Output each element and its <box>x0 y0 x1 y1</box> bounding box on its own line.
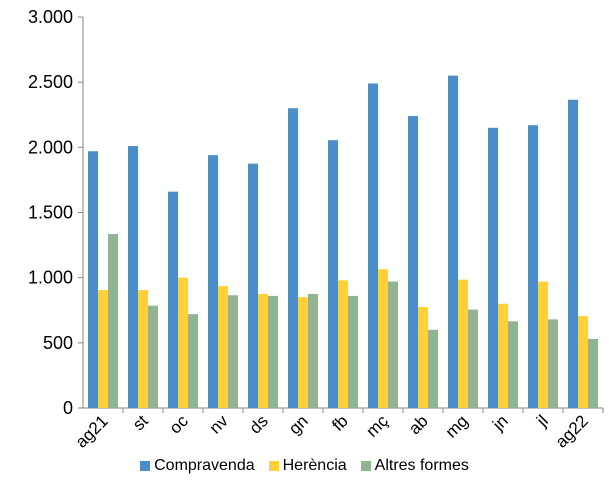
x-tick-label: gn <box>285 411 312 438</box>
x-tick-label: ag22 <box>552 411 592 451</box>
legend-label: Altres formes <box>374 457 469 474</box>
bar-altres-formes <box>148 305 158 408</box>
legend-swatch <box>360 461 371 471</box>
bar-her-ncia <box>378 269 388 408</box>
x-tick-label: oc <box>166 411 192 437</box>
x-tick-label: mg <box>442 411 472 441</box>
bar-altres-formes <box>228 295 238 408</box>
bar-altres-formes <box>108 234 118 408</box>
x-tick-label: ag21 <box>72 411 112 451</box>
legend-swatch <box>268 461 279 471</box>
bar-compravenda <box>408 116 418 408</box>
bar-compravenda <box>368 83 378 408</box>
x-tick-label: st <box>129 411 152 434</box>
x-tick-label: jl <box>532 411 551 430</box>
bar-altres-formes <box>348 295 358 408</box>
bar-compravenda <box>128 146 138 408</box>
bar-her-ncia <box>458 279 468 408</box>
bar-her-ncia <box>138 290 148 408</box>
bar-her-ncia <box>538 281 548 408</box>
legend-item: Altres formes <box>360 457 469 475</box>
bar-altres-formes <box>468 309 478 408</box>
bar-compravenda <box>328 140 338 409</box>
bar-compravenda <box>168 191 178 408</box>
legend-item: Compravenda <box>140 457 255 475</box>
x-tick-label: ds <box>246 411 272 437</box>
x-tick-label: ab <box>405 411 432 438</box>
bar-compravenda <box>208 155 218 408</box>
y-tick-label: 1.500 <box>28 203 73 223</box>
bar-compravenda <box>248 163 258 408</box>
legend-item: Herència <box>268 457 347 475</box>
bar-her-ncia <box>578 316 588 408</box>
bar-altres-formes <box>508 321 518 408</box>
x-tick-label: nv <box>206 411 232 437</box>
y-tick-label: 500 <box>43 333 73 353</box>
legend-label: Herència <box>282 457 347 474</box>
bar-altres-formes <box>268 295 278 408</box>
x-tick-label: mç <box>362 411 392 441</box>
bar-compravenda <box>488 127 498 409</box>
bar-altres-formes <box>588 338 598 408</box>
bar-her-ncia <box>178 277 188 408</box>
y-tick-label: 1.000 <box>28 268 73 288</box>
y-tick-label: 2.500 <box>28 72 73 92</box>
y-tick-label: 0 <box>63 398 73 418</box>
bar-compravenda <box>448 75 458 409</box>
bar-altres-formes <box>308 293 318 408</box>
bar-altres-formes <box>388 281 398 408</box>
bar-her-ncia <box>498 303 508 408</box>
bar-compravenda <box>288 108 298 408</box>
y-tick-label: 2.000 <box>28 137 73 157</box>
bar-her-ncia <box>298 297 308 408</box>
bar-altres-formes <box>548 319 558 408</box>
bar-her-ncia <box>258 293 268 408</box>
bar-compravenda <box>528 125 538 408</box>
bar-compravenda <box>568 99 578 409</box>
bar-compravenda <box>88 151 98 408</box>
bar-her-ncia <box>218 286 228 408</box>
legend-swatch <box>140 461 151 471</box>
bar-her-ncia <box>418 306 428 408</box>
bar-her-ncia <box>338 280 348 408</box>
bar-altres-formes <box>188 314 198 408</box>
y-tick-label: 3.000 <box>28 7 73 27</box>
x-tick-label: jn <box>488 411 512 435</box>
legend-label: Compravenda <box>154 457 255 474</box>
chart-legend: Compravenda Herència Altres formes <box>0 455 609 477</box>
x-tick-label: fb <box>328 411 351 434</box>
bar-altres-formes <box>428 329 438 408</box>
bar-her-ncia <box>98 290 108 408</box>
